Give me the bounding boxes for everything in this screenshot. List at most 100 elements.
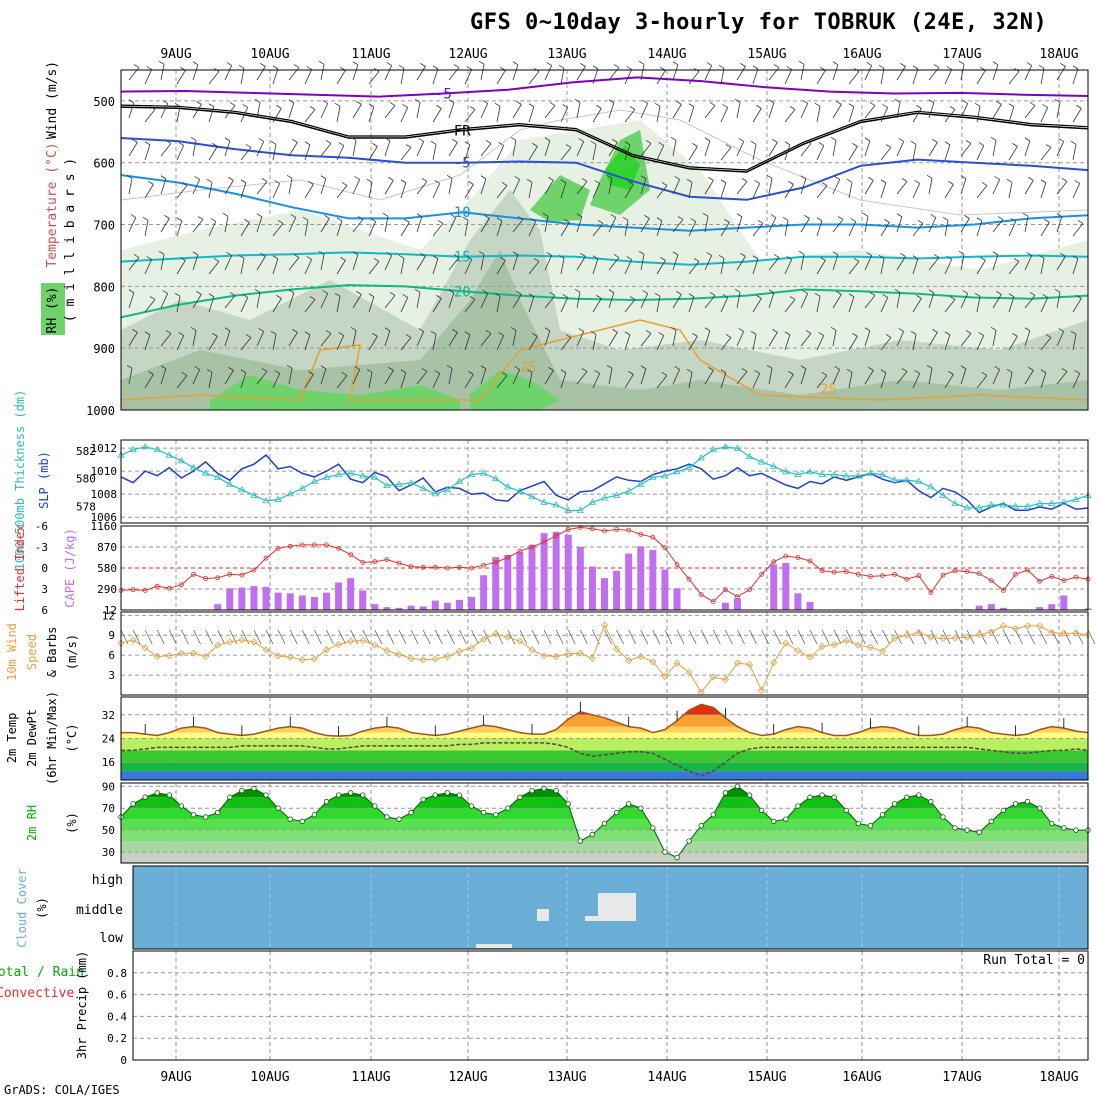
wind-barb-flag [658,142,664,146]
wind-barb [368,221,377,237]
wind-marker [431,655,439,663]
rh-marker [311,812,318,818]
rh-shade [470,370,560,410]
wind-barb [464,109,476,123]
wind-barb-flag [1054,288,1061,293]
wind-barb-flag [692,333,698,337]
wind-barb-flag [384,327,391,332]
thickness-marker [709,445,718,453]
chart-title: GFS 0~10day 3-hourly for TOBRUK (24E, 32… [470,10,1048,35]
cape-bar [310,596,318,610]
thickness-marker [854,472,863,479]
wind-barb [144,109,156,123]
wind-barb-flag [974,292,981,297]
cape-tick: 290 [97,583,117,596]
li-marker [626,527,632,533]
wind-barb [338,629,346,645]
wind-barb [992,179,1001,195]
wind-barb-flag [208,293,215,298]
ylabel-wind: Wind (m/s) [45,61,60,139]
isotherm-line-25 [120,319,1089,401]
wind-barb-flag [578,138,584,142]
wind-barb [256,66,266,81]
wind-barb-flag [676,101,682,105]
wind-barb [672,369,681,385]
wind-barb [624,109,636,123]
rh-marker [468,803,475,809]
wind-barb [752,183,761,199]
wind-barb [384,370,394,385]
wind-barb-flag [526,178,533,183]
wind-barb-flag [562,104,568,108]
wind-barb-flag [994,176,1000,180]
thickness-tick: 580 [76,473,96,486]
wind-barb [176,375,188,389]
wind-barb [224,105,236,119]
wind-barb-flag [1028,367,1034,371]
wind-barb-flag [864,137,871,142]
temp-tick: 16 [102,756,115,769]
wind-barb [400,222,410,237]
wind-barb-flag [244,219,250,223]
wind-barb [304,374,314,389]
wind-barb [1040,222,1050,237]
li-marker [1073,574,1079,580]
wind-barb-flag [656,217,663,222]
cape-bar [770,564,778,610]
wind-barb-flag [644,215,650,219]
wind-barb [1003,629,1011,645]
cape-bar [431,600,439,610]
wind-barb-flag [734,98,741,103]
wind-marker [540,652,548,660]
rh-tick: 70 [102,802,115,815]
date-label-top: 17AUG [942,47,981,62]
thickness-marker [431,490,440,497]
wind-barb [928,257,940,271]
wind-barb [208,106,215,123]
wind-barb-flag [926,174,933,179]
wind-marker [250,638,258,646]
wind-barb [880,222,890,237]
wind-barb-flag [734,288,741,293]
wind-barb [512,294,522,309]
wind-barb [966,629,975,645]
wind-barb-flag [1044,219,1050,223]
cape-bar [214,604,222,610]
li-marker [287,543,293,549]
li-marker [686,576,692,582]
wind-marker [141,644,149,652]
wind-barb [785,629,794,645]
wind-barb-flag [238,254,245,259]
rh-marker [202,814,209,820]
wind-barb-flag [688,293,695,298]
wind-barb-flag [388,177,394,181]
thickness-marker [842,472,851,479]
wind-barb-flag [661,182,668,186]
wind-barb [496,220,503,237]
li-marker [831,569,837,575]
wind-barb-flag [194,176,200,180]
wind-barb-flag [1060,63,1066,67]
wind-barb-flag [910,330,917,335]
cape-bar [576,547,584,610]
li-marker [1049,574,1055,579]
wind-barb [480,254,485,271]
wind-barb [512,104,522,119]
wind-barb-flag [702,212,709,217]
wind-barb-flag [532,333,538,337]
cape-bar [588,566,596,610]
wind-barb-flag [162,100,168,104]
li-marker [529,544,535,550]
wind-barb-flag [242,104,248,108]
wind-barb [960,103,969,119]
wind-barb-flag [469,296,476,300]
wind-barb [128,178,133,195]
wind-barb [992,219,1004,233]
temp-band [121,762,1088,772]
ylabel-temp: 2m DewPt [25,709,39,767]
wind-barb-flag [910,140,917,145]
ylabel-slp: SLP (mb) [37,451,51,509]
wind-barb [193,629,201,645]
wind-barb-flag [133,64,140,68]
